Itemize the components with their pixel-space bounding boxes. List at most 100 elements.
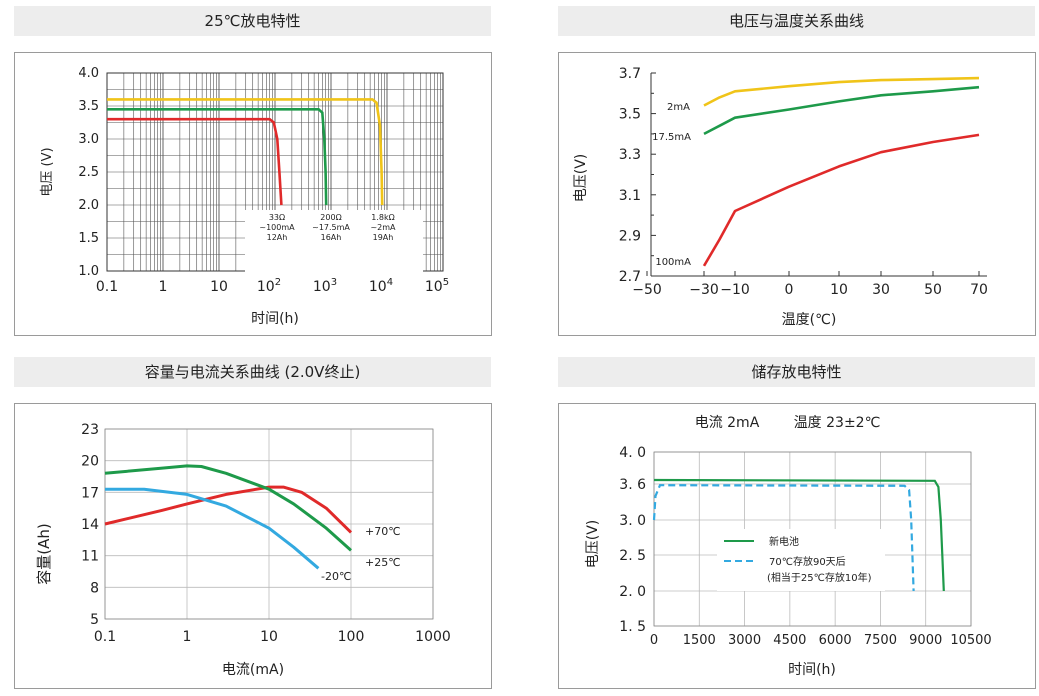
series-line xyxy=(652,484,915,592)
y-tick-label: 4. 0 xyxy=(619,445,646,461)
x-tick-exponent: 5 xyxy=(443,277,449,288)
x-tick-label: −30 xyxy=(689,282,719,298)
x-tick-label: 10 xyxy=(210,279,228,295)
annotation-text: 12Ah xyxy=(267,233,288,242)
annotation-text: 19Ah xyxy=(373,233,394,242)
x-axis-label: 时间(h) xyxy=(788,662,836,678)
y-tick-label: 2. 0 xyxy=(619,584,646,600)
y-tick-label: 3. 6 xyxy=(619,477,646,493)
y-tick-label: 20 xyxy=(81,454,99,470)
series-line xyxy=(105,487,320,570)
y-tick-label: 5 xyxy=(90,612,99,628)
x-tick-base: 10 xyxy=(313,279,331,295)
x-axis-label: 电流(mA) xyxy=(222,662,284,678)
y-tick-label: 3.5 xyxy=(78,99,99,114)
legend-label: 新电池 xyxy=(769,535,799,548)
plot-area-frame xyxy=(653,451,972,627)
series-label: +70℃ xyxy=(365,525,401,538)
y-tick-label: 8 xyxy=(90,580,99,596)
y-tick-label: 3.3 xyxy=(619,147,641,163)
annotation-text: ~2mA xyxy=(370,223,396,232)
y-tick-label: 2.5 xyxy=(78,165,99,180)
x-tick-label: 30 xyxy=(872,282,890,298)
legend-label: 70℃存放90天后 xyxy=(769,555,846,568)
y-axis-label: 电压 (V) xyxy=(40,147,55,196)
series-line xyxy=(703,76,980,107)
x-tick-label: −10 xyxy=(720,282,750,298)
series-label: -20℃ xyxy=(321,570,351,583)
y-tick-label: 3. 0 xyxy=(619,513,646,529)
voltage-temperature-chart: 2.7 2.9 3.1 3.3 3.5 3.7 −50 −30 −10 0 10 30 50 70 2mA 1… xyxy=(573,66,988,328)
discharge-25c-chart: 1.01.52.02.53.03.54.00.1 1 10 102 103 104 1053… xyxy=(40,66,449,327)
annotation-text: 16Ah xyxy=(321,233,342,242)
annotation-text: 200Ω xyxy=(320,213,341,222)
series-line xyxy=(702,133,980,267)
chart-subtitle-current: 电流 2mA xyxy=(695,415,760,431)
x-tick-exponent: 4 xyxy=(387,277,393,288)
y-tick-label: 3.1 xyxy=(619,188,641,204)
series-line xyxy=(107,117,283,206)
x-tick-label: 1000 xyxy=(415,629,451,645)
x-tick-label: 50 xyxy=(924,282,942,298)
y-tick-label: 23 xyxy=(81,422,99,438)
y-tick-label: 3.0 xyxy=(78,132,99,147)
x-tick-label: 105 xyxy=(425,277,449,295)
x-tick-label: 10 xyxy=(260,629,278,645)
x-axis-label: 时间(h) xyxy=(251,311,299,327)
x-tick-label: 10500 xyxy=(950,633,991,648)
x-tick-label: 70 xyxy=(970,282,988,298)
panel4-title: 储存放电特性 xyxy=(558,357,1035,387)
series-line xyxy=(104,485,353,534)
storage-discharge-chart: 电流 2mA 温度 23±2℃ 0 1500 3000 4500 6000 7500 9000 1… xyxy=(585,415,992,678)
x-tick-label: 9000 xyxy=(909,633,942,648)
x-tick-exponent: 3 xyxy=(331,277,337,288)
chart-subtitle-temperature: 温度 23±2℃ xyxy=(794,415,881,431)
panel3-chart-box: 5 8 11 14 17 20 23 0.1 1 10 100 1000 +70℃ +25℃ -20℃ 电流(… xyxy=(14,403,492,689)
series-line xyxy=(703,85,980,136)
panel1-chart-box: 1.0 1.5 2.0 2.5 3.0 3.5 4.0 0.1 1 10 102 103 104 105 3… xyxy=(14,52,492,336)
series-line xyxy=(107,98,384,206)
annotation-text: 33Ω xyxy=(269,213,285,222)
x-tick-label: 0 xyxy=(650,633,658,648)
legend-note: (相当于25℃存放10年) xyxy=(767,571,872,584)
x-tick-label: 1500 xyxy=(683,633,716,648)
legend-box xyxy=(717,529,885,591)
x-tick-label: 1 xyxy=(183,629,192,645)
y-tick-label: 2.9 xyxy=(619,228,641,244)
x-tick-label: 10 xyxy=(830,282,848,298)
x-tick-label: 103 xyxy=(313,277,337,295)
annotation-box xyxy=(245,210,423,273)
y-tick-label: 2.0 xyxy=(78,198,99,213)
x-tick-label: 6000 xyxy=(819,633,852,648)
y-tick-label: 3.7 xyxy=(619,66,641,82)
y-tick-label: 11 xyxy=(81,549,99,565)
y-axis-label: 容量(Ah) xyxy=(35,523,53,584)
x-tick-exponent: 2 xyxy=(275,277,281,288)
series-line xyxy=(653,478,945,592)
panel1-title: 25℃放电特性 xyxy=(14,6,491,36)
y-tick-label: 1.0 xyxy=(78,264,99,279)
y-tick-label: 17 xyxy=(81,485,99,501)
y-axis-label: 电压(V) xyxy=(573,154,589,203)
x-tick-label: −50 xyxy=(632,282,662,298)
panel4-chart-box: 电流 2mA 温度 23±2℃ 0 1500 3000 4500 6000 7500 9000 1… xyxy=(558,403,1036,689)
x-tick-label: 0 xyxy=(785,282,794,298)
series-label: 100mA xyxy=(655,257,691,268)
series-line xyxy=(107,107,328,206)
panel2-title: 电压与温度关系曲线 xyxy=(558,6,1035,36)
x-tick-label: 104 xyxy=(369,277,393,295)
x-tick-label: 4500 xyxy=(773,633,806,648)
x-tick-label: 0.1 xyxy=(94,629,116,645)
x-tick-label: 102 xyxy=(257,277,281,295)
x-tick-label: 7500 xyxy=(864,633,897,648)
capacity-current-chart: 5 8 11 14 17 20 23 0.1 1 10 100 1000 +70℃ +25℃ -20℃ 电流(… xyxy=(35,422,451,678)
y-tick-label: 14 xyxy=(81,517,99,533)
x-tick-label: 100 xyxy=(338,629,365,645)
series-label: 17.5mA xyxy=(652,132,691,143)
y-tick-label: 1.5 xyxy=(78,231,99,246)
y-tick-label: 3.5 xyxy=(619,107,641,123)
x-tick-base: 10 xyxy=(369,279,387,295)
x-tick-label: 3000 xyxy=(728,633,761,648)
x-tick-base: 10 xyxy=(257,279,275,295)
annotation-text: ~100mA xyxy=(259,223,295,232)
